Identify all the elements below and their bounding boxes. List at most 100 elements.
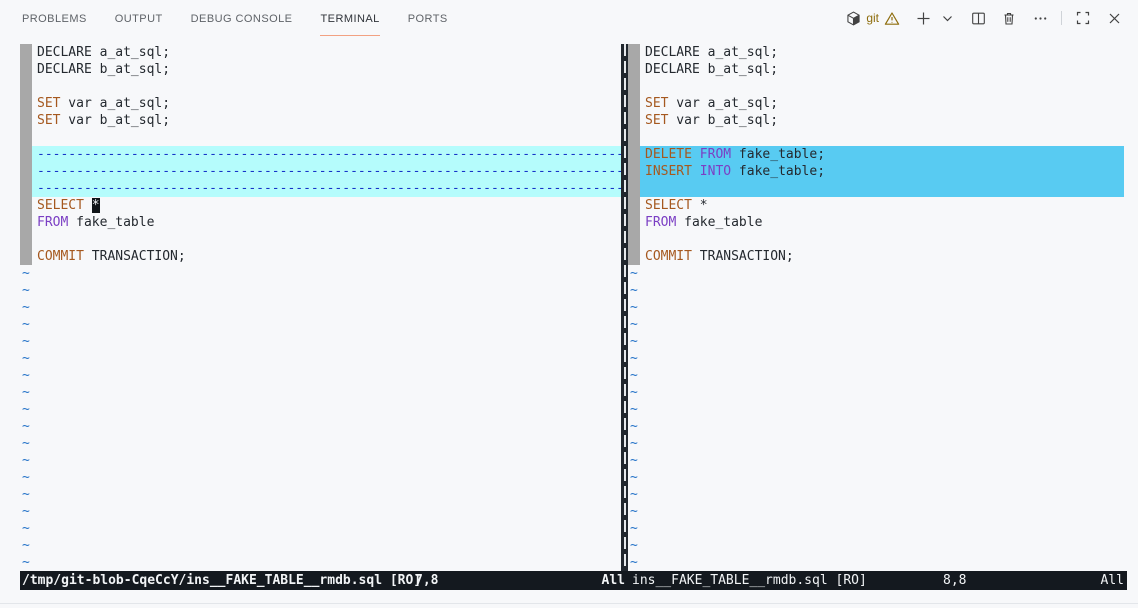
fold-column xyxy=(20,129,32,146)
nontext-tilde-line: ~ xyxy=(630,521,638,536)
code-line: SET var a_at_sql; xyxy=(628,95,1124,112)
statusline-right-scroll-indicator: All xyxy=(1100,573,1124,588)
nontext-tilde-line: ~ xyxy=(630,555,638,570)
fold-column xyxy=(20,44,32,61)
nontext-tilde-line: ~ xyxy=(22,368,30,383)
fold-column xyxy=(628,214,640,231)
code-line xyxy=(628,129,1124,146)
diff-added-line: DELETE FROM fake_table; xyxy=(628,146,1124,163)
nontext-tilde-line: ~ xyxy=(22,385,30,400)
nontext-tilde-line: ~ xyxy=(630,419,638,434)
code-line xyxy=(20,78,621,95)
new-terminal-button[interactable] xyxy=(913,8,933,28)
vim-cursor: * xyxy=(91,198,100,213)
fold-column xyxy=(20,61,32,78)
kill-terminal-trash-button[interactable] xyxy=(999,8,1019,28)
code-line: COMMIT TRANSACTION; xyxy=(628,248,1124,265)
warning-icon xyxy=(884,11,900,26)
code-line: SELECT * xyxy=(628,197,1124,214)
split-terminal-button[interactable] xyxy=(968,8,988,28)
maximize-panel-button[interactable] xyxy=(1073,8,1093,28)
fold-column xyxy=(20,163,32,180)
panel-tab-debug-console[interactable]: DEBUG CONSOLE xyxy=(190,12,293,25)
nontext-tilde-line: ~ xyxy=(22,283,30,298)
panel-tab-terminal[interactable]: TERMINAL xyxy=(320,0,380,36)
code-line: DECLARE b_at_sql; xyxy=(628,61,1124,78)
nontext-tilde-line: ~ xyxy=(630,334,638,349)
fold-column xyxy=(20,248,32,265)
fold-column xyxy=(20,180,32,197)
nontext-tilde-line: ~ xyxy=(630,453,638,468)
nontext-tilde-line: ~ xyxy=(22,504,30,519)
code-line: FROM fake_table xyxy=(20,214,621,231)
nontext-tilde-line: ~ xyxy=(22,402,30,417)
panel-tab-output[interactable]: OUTPUT xyxy=(114,12,163,25)
fold-column xyxy=(628,112,640,129)
diff-filler-line: ----------------------------------------… xyxy=(20,180,621,197)
nontext-tilde-line: ~ xyxy=(630,436,638,451)
nontext-tilde-line: ~ xyxy=(630,317,638,332)
fold-column xyxy=(20,95,32,112)
code-line: SET var b_at_sql; xyxy=(20,112,621,129)
nontext-tilde-line: ~ xyxy=(22,334,30,349)
statusline-left-window: /tmp/git-blob-CqeCcY/ins__FAKE_TABLE__rm… xyxy=(20,571,628,590)
panel-toolbar: git xyxy=(846,0,1124,36)
statusline-left-cursor-position: 7,8 xyxy=(415,573,439,588)
panel-tab-problems[interactable]: PROBLEMS xyxy=(22,12,87,25)
toolbar-separator xyxy=(1061,11,1062,25)
fold-column xyxy=(628,44,640,61)
statusline-right-window: ins__FAKE_TABLE__rmdb.sql [RO] 8,8 All xyxy=(628,571,1127,590)
nontext-tilde-line: ~ xyxy=(630,266,638,281)
nontext-tilde-line: ~ xyxy=(22,555,30,570)
close-panel-button[interactable] xyxy=(1104,8,1124,28)
diff-filler-line: ----------------------------------------… xyxy=(20,163,621,180)
nontext-tilde-line: ~ xyxy=(22,317,30,332)
fold-column xyxy=(628,231,640,248)
code-line: DECLARE b_at_sql; xyxy=(20,61,621,78)
cube-icon xyxy=(846,10,861,26)
fold-column xyxy=(20,197,32,214)
code-line xyxy=(628,231,1124,248)
more-actions-button[interactable] xyxy=(1030,8,1050,28)
fold-column xyxy=(628,61,640,78)
nontext-tilde-line: ~ xyxy=(630,470,638,485)
terminal-list-item-git[interactable]: git xyxy=(846,10,900,26)
terminal-profile-chevron-down-icon[interactable] xyxy=(937,8,957,28)
diff-filler-line: ----------------------------------------… xyxy=(20,146,621,163)
nontext-tilde-line: ~ xyxy=(22,453,30,468)
code-line: DECLARE a_at_sql; xyxy=(628,44,1124,61)
fold-column xyxy=(628,78,640,95)
fold-column xyxy=(20,78,32,95)
code-line: DECLARE a_at_sql; xyxy=(20,44,621,61)
fold-column xyxy=(628,146,640,163)
code-line: SET var b_at_sql; xyxy=(628,112,1124,129)
statusline-left-filename: /tmp/git-blob-CqeCcY/ins__FAKE_TABLE__rm… xyxy=(22,573,422,588)
nontext-tilde-line: ~ xyxy=(630,385,638,400)
nontext-tilde-line: ~ xyxy=(630,300,638,315)
statusline-left-scroll-indicator: All xyxy=(601,573,625,588)
statusline-right-cursor-position: 8,8 xyxy=(943,573,967,588)
vim-split-divider[interactable] xyxy=(621,44,628,571)
panel-tab-bar: PROBLEMS OUTPUT DEBUG CONSOLE TERMINAL PORTS… xyxy=(0,0,1138,36)
nontext-tilde-line: ~ xyxy=(22,470,30,485)
code-line: FROM fake_table xyxy=(628,214,1124,231)
code-line: SET var a_at_sql; xyxy=(20,95,621,112)
nontext-tilde-line: ~ xyxy=(22,538,30,553)
fold-column xyxy=(20,112,32,129)
diff-added-line: INSERT INTO fake_table; xyxy=(628,163,1124,180)
panel-tab-ports[interactable]: PORTS xyxy=(407,12,448,25)
code-line: COMMIT TRANSACTION; xyxy=(20,248,621,265)
nontext-tilde-line: ~ xyxy=(22,351,30,366)
nontext-tilde-line: ~ xyxy=(22,521,30,536)
fold-column xyxy=(20,231,32,248)
diff-pane-right[interactable]: DECLARE a_at_sql; DECLARE b_at_sql; SET va… xyxy=(628,44,1124,571)
diff-pane-left[interactable]: DECLARE a_at_sql; DECLARE b_at_sql; SET va… xyxy=(20,44,621,571)
code-line xyxy=(20,231,621,248)
terminal-name-label: git xyxy=(866,11,879,25)
nontext-tilde-line: ~ xyxy=(22,436,30,451)
panel-tabs: PROBLEMS OUTPUT DEBUG CONSOLE TERMINAL PORTS xyxy=(22,0,448,36)
nontext-tilde-line: ~ xyxy=(630,283,638,298)
nontext-tilde-line: ~ xyxy=(22,300,30,315)
code-line xyxy=(628,78,1124,95)
nontext-tilde-line: ~ xyxy=(630,368,638,383)
